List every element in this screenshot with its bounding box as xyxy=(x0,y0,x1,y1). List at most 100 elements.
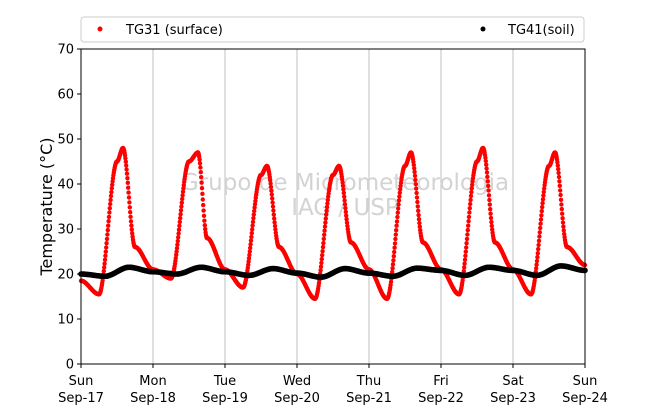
data-point xyxy=(534,258,540,264)
data-point xyxy=(104,241,109,246)
data-point xyxy=(392,245,397,250)
data-point xyxy=(271,212,276,217)
data-point xyxy=(180,189,186,194)
data-point xyxy=(417,220,422,226)
data-point xyxy=(484,170,490,175)
data-point xyxy=(489,219,494,225)
data-point xyxy=(253,198,258,204)
data-point xyxy=(556,170,561,176)
data-point xyxy=(540,200,545,206)
data-point xyxy=(398,187,403,192)
data-point xyxy=(464,245,469,250)
data-point xyxy=(123,159,128,164)
data-point xyxy=(540,204,545,210)
data-point xyxy=(178,212,183,217)
data-point xyxy=(201,208,206,213)
data-point xyxy=(107,206,113,211)
x-tick-date: Sep-21 xyxy=(346,391,392,406)
legend-marker-soil xyxy=(480,26,486,32)
data-point xyxy=(413,177,418,183)
data-point xyxy=(343,205,348,211)
data-point xyxy=(124,163,129,168)
data-point xyxy=(556,174,562,180)
data-point xyxy=(560,216,565,221)
data-point xyxy=(486,193,492,198)
data-point xyxy=(560,220,566,225)
data-point xyxy=(246,256,252,261)
x-tick-date: Sep-24 xyxy=(562,391,608,406)
data-point xyxy=(124,167,129,172)
data-point xyxy=(107,210,112,215)
data-point xyxy=(103,249,109,254)
data-point xyxy=(344,217,349,222)
data-point xyxy=(246,262,251,267)
x-tick-day: Thu xyxy=(356,374,381,389)
data-point xyxy=(321,240,326,246)
data-point xyxy=(173,255,178,261)
data-point xyxy=(324,212,329,217)
data-point xyxy=(324,208,329,213)
data-point xyxy=(464,236,470,242)
data-point xyxy=(340,183,346,188)
data-point xyxy=(558,197,564,202)
data-point xyxy=(325,197,330,203)
data-point xyxy=(251,216,256,221)
data-point xyxy=(201,202,206,208)
data-point xyxy=(197,157,202,162)
data-point xyxy=(538,225,543,231)
data-point xyxy=(181,183,186,188)
data-point xyxy=(127,200,132,205)
data-point xyxy=(249,230,254,236)
data-point xyxy=(108,197,113,203)
y-tick-label: 60 xyxy=(57,88,74,103)
data-point xyxy=(320,249,325,254)
data-point xyxy=(248,245,253,251)
data-point xyxy=(108,193,114,199)
data-point xyxy=(562,231,567,237)
data-point xyxy=(200,191,205,196)
data-point xyxy=(392,241,398,246)
x-tick-date: Sep-17 xyxy=(58,391,104,406)
data-point xyxy=(124,171,130,176)
data-point xyxy=(344,220,350,225)
data-point xyxy=(108,201,113,207)
data-point xyxy=(271,208,276,213)
data-point xyxy=(344,213,349,218)
x-tick-date: Sep-19 xyxy=(202,391,248,406)
data-point xyxy=(537,234,542,239)
data-point xyxy=(487,197,492,203)
data-point xyxy=(557,183,562,188)
data-point xyxy=(462,265,467,270)
data-point xyxy=(461,268,466,274)
data-point xyxy=(200,197,205,202)
data-point xyxy=(539,208,544,214)
data-point xyxy=(559,206,564,212)
data-point xyxy=(488,211,493,216)
data-point xyxy=(174,246,180,251)
data-point xyxy=(203,226,208,232)
data-point xyxy=(199,186,205,191)
data-point xyxy=(541,193,546,198)
data-point xyxy=(485,174,490,179)
data-point xyxy=(469,189,474,195)
data-point xyxy=(270,204,276,209)
data-point xyxy=(541,189,546,195)
data-point xyxy=(397,190,402,195)
data-point xyxy=(392,249,397,255)
data-point xyxy=(393,232,398,237)
data-point xyxy=(489,223,494,229)
data-point xyxy=(197,161,203,166)
data-point xyxy=(536,238,542,243)
data-point xyxy=(538,221,543,226)
x-tick-day: Mon xyxy=(139,374,166,389)
data-point xyxy=(321,236,326,242)
plot-frame xyxy=(80,48,586,365)
data-point xyxy=(561,228,566,233)
x-tick-date: Sep-22 xyxy=(418,391,464,406)
data-point xyxy=(394,223,399,228)
data-point xyxy=(417,224,422,229)
data-point xyxy=(397,194,402,199)
x-tick-day: Fri xyxy=(433,374,449,389)
data-point xyxy=(488,215,494,221)
